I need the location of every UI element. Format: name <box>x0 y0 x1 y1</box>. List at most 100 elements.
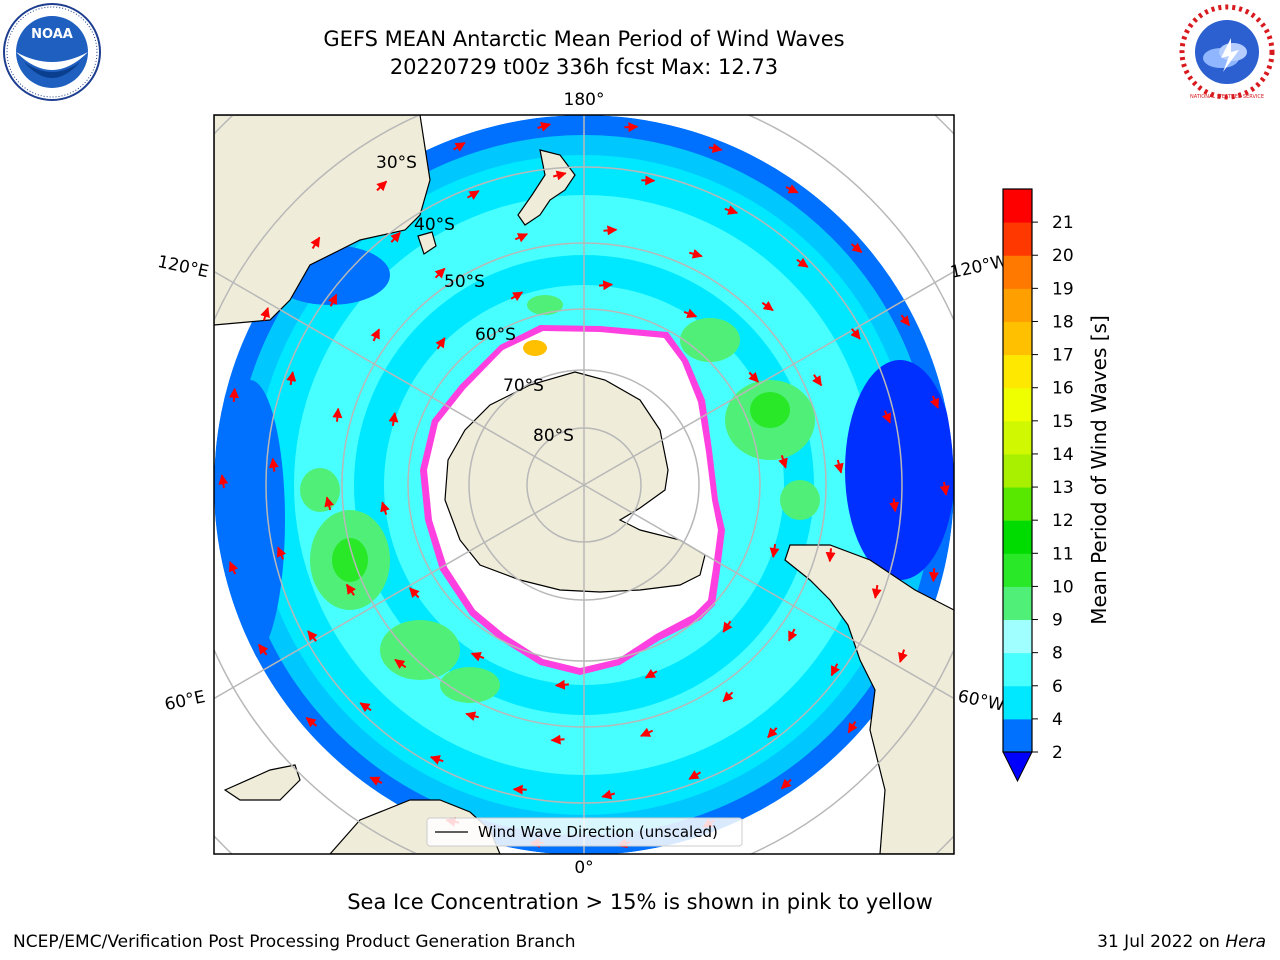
wind-wave-arrow <box>552 170 567 181</box>
colorbar-segment <box>1003 685 1032 720</box>
wind-wave-arrow <box>258 643 269 656</box>
colorbar-tick-label: 6 <box>1052 677 1063 697</box>
wind-wave-arrow <box>889 498 900 513</box>
map-frame-content: Wind Wave Direction (unscaled) <box>214 115 954 854</box>
sea-ice-note: Sea Ice Concentration > 15% is shown in … <box>347 890 933 914</box>
noaa-logo: NOAA <box>3 3 101 101</box>
wind-wave-arrow <box>310 236 321 250</box>
wind-wave-arrow <box>228 561 239 575</box>
wind-wave-arrow <box>537 122 552 132</box>
wind-wave-arrow <box>286 371 297 386</box>
lat-label-70s: 70°S <box>503 376 544 396</box>
colorbar-segment <box>1003 288 1032 322</box>
legend-label: Wind Wave Direction (unscaled) <box>478 823 718 841</box>
wind-wave-arrow <box>722 620 733 633</box>
map-legend: Wind Wave Direction (unscaled) <box>426 817 743 847</box>
colorbar-segment <box>1003 553 1032 587</box>
colorbar-tick-label: 19 <box>1052 279 1074 299</box>
colorbar: 2 4 6 8 9 10 11 12 13 14 15 16 17 18 19 20 21 Mean Perio… <box>1002 188 1111 783</box>
wind-wave-arrow <box>510 291 524 302</box>
wind-wave-arrow <box>787 628 798 642</box>
wind-wave-arrow <box>601 789 616 800</box>
wind-wave-arrow <box>724 205 739 215</box>
colorbar-tick-label: 4 <box>1052 710 1063 730</box>
wind-wave-arrow <box>429 755 444 765</box>
wind-wave-arrow <box>939 481 950 496</box>
colorbar-segment <box>1003 354 1032 389</box>
wind-wave-arrow <box>380 501 390 516</box>
wind-wave-arrow <box>780 778 792 790</box>
wind-wave-arrow <box>785 184 799 194</box>
wind-wave-arrow <box>345 583 356 596</box>
land-new-zealand <box>517 149 576 226</box>
colorbar-extend-triangle <box>1002 751 1033 783</box>
land-south-america <box>784 544 954 854</box>
wind-wave-arrow <box>369 776 383 786</box>
colorbar-tick-label: 9 <box>1052 611 1063 631</box>
wind-wave-arrow <box>603 225 618 236</box>
lat-label-80s: 80°S <box>533 426 574 446</box>
wind-wave-arrow <box>434 267 446 279</box>
wind-wave-arrow <box>470 651 485 662</box>
wind-wave-arrow <box>825 548 836 563</box>
latitude-labels: 30°S 40°S 50°S 60°S 70°S 80°S <box>376 153 574 446</box>
ice-patch <box>523 340 547 356</box>
lat-label-60s: 60°S <box>475 325 516 345</box>
colorbar-segment <box>1003 619 1032 654</box>
wind-wave-arrow <box>929 395 940 409</box>
wind-wave-arrow <box>276 546 287 560</box>
nws-logo-text: NATIONAL WEATHER SERVICE <box>1190 94 1264 100</box>
map-border <box>213 114 955 855</box>
wind-wave-arrow <box>514 233 529 243</box>
chart-subtitle: 20220729 t00z 336h fcst Max: 12.73 <box>389 55 779 79</box>
lon-label-0: 0° <box>574 858 593 878</box>
wind-wave-arrow <box>268 457 279 472</box>
colorbar-segment <box>1003 453 1032 488</box>
lat-label-40s: 40°S <box>414 215 455 235</box>
footer-date-text: 31 Jul 2022 on <box>1097 932 1226 952</box>
colorbar-segment <box>1003 520 1032 554</box>
wind-wave-arrow <box>639 727 654 737</box>
wind-wave-arrow <box>370 328 381 342</box>
colorbar-tick-label: 2 <box>1052 743 1063 763</box>
wind-wave-arrow <box>327 293 338 307</box>
wind-wave-arrow <box>767 727 778 739</box>
colorbar-segment <box>1003 255 1032 289</box>
colorbar-label: Mean Period of Wind Waves [s] <box>1087 315 1111 625</box>
colorbar-segment <box>1003 652 1032 687</box>
colorbar-tick-label: 12 <box>1052 511 1074 531</box>
lon-label-60w: 60°W <box>956 686 1006 715</box>
colorbar-segment <box>1003 321 1032 356</box>
colorbar-tick-label: 21 <box>1052 213 1074 233</box>
wind-wave-arrow <box>761 300 774 312</box>
colorbar-tick-label: 8 <box>1052 644 1063 664</box>
lat-label-50s: 50°S <box>444 272 485 292</box>
colorbar-tick-label: 14 <box>1052 445 1074 465</box>
wind-wave-arrow <box>881 410 892 424</box>
chart-title: GEFS MEAN Antarctic Mean Period of Wind … <box>323 27 845 51</box>
lon-label-180: 180° <box>564 90 605 110</box>
wind-wave-arrow <box>850 242 863 253</box>
wind-wave-arrow <box>830 663 841 677</box>
wind-wave-arrow <box>689 248 703 259</box>
wind-wave-arrow <box>218 474 229 489</box>
wind-wave-arrow <box>812 374 823 387</box>
colorbar-segment <box>1003 586 1032 621</box>
wind-wave-arrow <box>554 679 569 690</box>
land-australia <box>214 115 431 326</box>
wind-wave-arrow <box>847 720 858 734</box>
wind-wave-arrow <box>359 702 372 713</box>
land-tasmania <box>417 231 437 255</box>
wind-wave-arrow <box>307 630 318 642</box>
wind-wave-arrow <box>550 734 565 745</box>
nws-logo: NATIONAL WEATHER SERVICE <box>1179 4 1275 100</box>
wind-wave-arrow <box>388 412 399 427</box>
land-madagascar <box>223 764 301 801</box>
colorbar-tick-label: 10 <box>1052 577 1074 597</box>
lon-label-60e: 60°E <box>163 687 207 715</box>
colorbar-tick-label: 11 <box>1052 544 1074 564</box>
footer-date: 31 Jul 2022 on Hera <box>1097 932 1266 952</box>
land-antarctica <box>444 371 706 593</box>
wind-wave-arrow <box>409 587 420 599</box>
